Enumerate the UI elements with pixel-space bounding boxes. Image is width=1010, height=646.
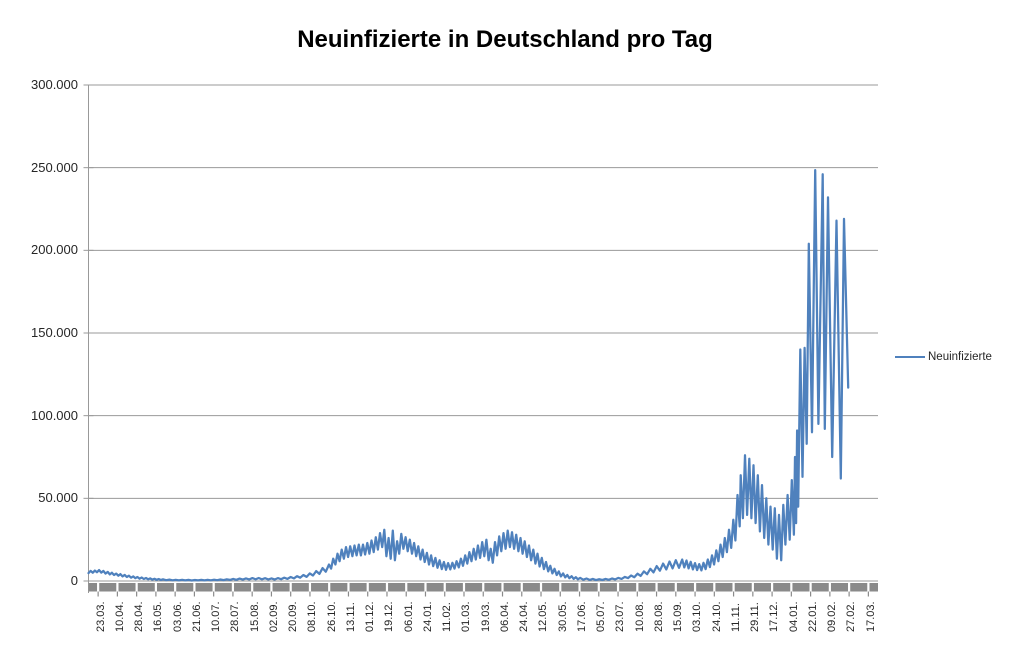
x-axis-band-gap [539, 582, 543, 592]
x-axis-label: 03.06. [171, 601, 184, 632]
legend-label: Neuinfizierte [928, 351, 992, 363]
x-axis-band-gap [212, 582, 215, 592]
x-axis-label: 12.05. [537, 601, 550, 632]
x-axis-band-gap [713, 582, 716, 592]
chart-title: Neuinfizierte in Deutschland pro Tag [297, 26, 713, 53]
x-axis-label: 10.08. [633, 601, 646, 632]
x-axis-label: 23.07. [614, 601, 627, 632]
y-axis-label: 300.000 [31, 77, 78, 92]
data-line-neuinfizierte [87, 168, 850, 582]
x-axis-label: 03.10. [691, 601, 704, 632]
y-axis-label: 250.000 [31, 159, 78, 175]
x-axis-band-gap [867, 582, 870, 592]
x-axis-band-gap [616, 582, 620, 592]
x-axis-band-gap [347, 582, 350, 592]
x-axis-band-gap [482, 582, 485, 592]
x-axis-label: 17.06. [575, 601, 588, 632]
x-axis-band-gap [559, 582, 562, 592]
x-axis-label: 20.09. [287, 601, 300, 632]
x-axis-band-gap [770, 582, 774, 592]
x-axis-label: 28.04. [133, 601, 145, 632]
x-axis-label: 22.01. [806, 601, 819, 632]
x-axis-band-gap [308, 582, 312, 592]
x-axis-band-gap [636, 582, 639, 592]
x-axis-label: 15.09. [672, 601, 685, 632]
x-axis-label: 06.04. [498, 601, 511, 632]
x-axis-label: 17.12. [768, 601, 781, 632]
x-axis-label: 24.10. [710, 601, 723, 632]
x-axis-label: 01.03. [460, 601, 473, 632]
x-axis-band-gap [597, 582, 600, 592]
x-axis-band-gap [424, 582, 427, 592]
x-axis-band-gap [443, 582, 446, 592]
x-axis-label: 10.07. [210, 601, 223, 632]
x-axis-label: 23.03. [94, 601, 107, 632]
x-axis-label: 24.01. [421, 601, 434, 632]
x-axis-label: 21.06. [190, 601, 203, 632]
x-axis-band-gap [732, 582, 735, 592]
x-axis-band-gap [462, 582, 466, 592]
x-axis-label: 16.05. [152, 601, 165, 632]
y-axis-label: 200.000 [31, 242, 78, 258]
x-axis-label: 26.10. [325, 601, 338, 632]
x-axis-band-gap [828, 582, 831, 592]
x-axis-band-gap [251, 582, 254, 592]
x-axis-band-gap [289, 582, 292, 592]
x-axis-label: 01.12. [364, 601, 377, 632]
x-axis-label: 17.03. [864, 601, 877, 632]
x-axis-label: 15.08. [248, 601, 261, 632]
x-axis-label: 28.08. [652, 601, 665, 632]
x-axis-label: 29.11. [749, 602, 762, 632]
legend: Neuinfizierte [895, 349, 992, 365]
x-axis-label: 11.11. [729, 603, 742, 632]
x-axis-band-gap [578, 582, 581, 592]
x-axis-band-gap [674, 582, 677, 592]
x-axis-label: 10.04. [113, 601, 126, 632]
x-axis-label: 19.03. [479, 601, 492, 632]
x-axis-label: 06.01. [402, 601, 415, 632]
x-axis-band-gap [328, 582, 331, 592]
x-axis-band-gap [174, 582, 177, 592]
x-axis-label: 09.02. [826, 601, 839, 632]
x-axis-band-gap [809, 582, 812, 592]
y-axis-label: 150.000 [31, 325, 78, 340]
y-axis-label: 0 [70, 573, 78, 588]
x-axis-label: 30.05. [556, 601, 569, 632]
x-axis-band-gap [97, 582, 100, 592]
x-axis-band-gap [385, 582, 389, 592]
x-axis-band-gap [154, 582, 157, 592]
x-axis-band-gap [790, 582, 793, 592]
legend-line-swatch [895, 355, 925, 359]
x-axis-band-gap [231, 582, 235, 592]
x-axis-band-gap [520, 582, 523, 592]
x-axis-band-gap [270, 582, 273, 592]
x-axis-label: 28.07. [229, 601, 242, 632]
x-axis-band-gap [848, 582, 851, 592]
x-axis-label: 11.02. [441, 602, 454, 632]
x-axis-band-gap [135, 582, 138, 592]
x-axis-label: 19.12. [383, 601, 396, 632]
x-axis-label: 13.11. [344, 602, 357, 632]
x-axis-band-gap [405, 582, 408, 592]
x-axis-band-gap [693, 582, 697, 592]
x-axis-band-gap [366, 582, 369, 592]
x-axis-label: 24.04. [518, 601, 531, 632]
x-axis-band-gap [501, 582, 504, 592]
y-axis-label: 100.000 [31, 407, 78, 423]
x-axis-band-gap [655, 582, 658, 592]
y-axis-label: 50.000 [38, 490, 78, 506]
x-axis-band-gap [116, 582, 119, 592]
x-axis-band-gap [751, 582, 754, 592]
x-axis-label: 27.02. [845, 601, 858, 632]
x-axis-band-gap [193, 582, 196, 592]
x-axis-label: 02.09. [267, 601, 280, 632]
x-axis-label: 05.07. [595, 601, 608, 632]
x-axis-label: 04.01. [787, 601, 800, 632]
x-axis-label: 08.10. [306, 601, 319, 632]
